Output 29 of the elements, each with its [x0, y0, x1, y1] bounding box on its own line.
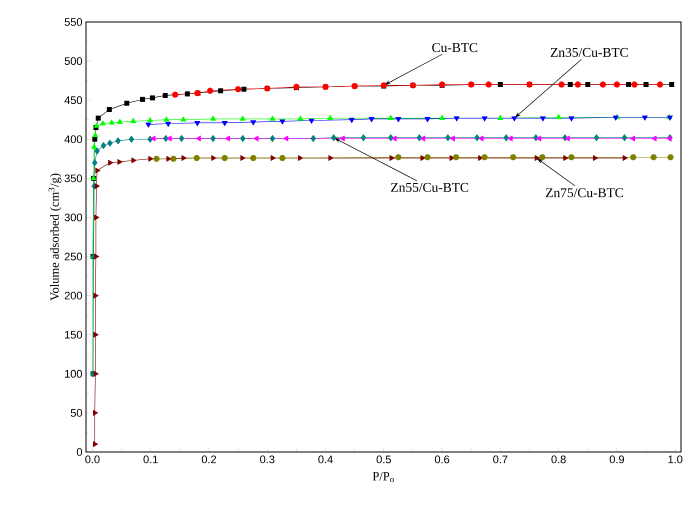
x-tick-label: 0.6	[434, 456, 450, 464]
annotation: Zn75/Cu-BTC	[546, 188, 623, 198]
x-tick-label: 0.1	[144, 456, 158, 464]
y-tick-label: 0	[76, 448, 82, 456]
x-tick-label: 0.4	[318, 456, 333, 464]
x-tick-label: 0.5	[376, 456, 391, 464]
annotation: Cu-BTC	[432, 43, 478, 52]
x-tick-label: 0.2	[202, 456, 216, 464]
y-tick-label: 150	[65, 330, 82, 339]
y-axis-title: Volume adsorbed (cm$^{3}$/g)	[48, 174, 62, 301]
annotation: Zn55/Cu-BTC	[391, 182, 468, 192]
y-tick-label: 450	[64, 96, 82, 104]
y-tick-label: 200	[64, 292, 82, 300]
y-tick-label: 350	[64, 174, 82, 182]
x-tick-label: 0.3	[260, 456, 274, 464]
y-tick-label: 500	[64, 57, 82, 65]
x-axis-title: P/P$_{o}$	[372, 472, 394, 482]
x-tick-label: 1.0	[668, 456, 682, 464]
x-tick-label: 0.0	[85, 456, 100, 464]
y-tick-label: 550	[64, 18, 82, 26]
y-tick-label: 250	[64, 252, 82, 260]
x-tick-label: 0.7	[493, 456, 508, 464]
y-tick-label: 100	[65, 370, 82, 378]
annotation: Zn35/Cu-BTC	[550, 48, 628, 57]
x-tick-label: 0.9	[610, 456, 624, 464]
y-tick-label: 50	[70, 409, 82, 417]
x-tick-label: 0.8	[551, 456, 566, 464]
y-tick-label: 300	[64, 214, 82, 222]
y-tick-label: 400	[64, 135, 82, 144]
